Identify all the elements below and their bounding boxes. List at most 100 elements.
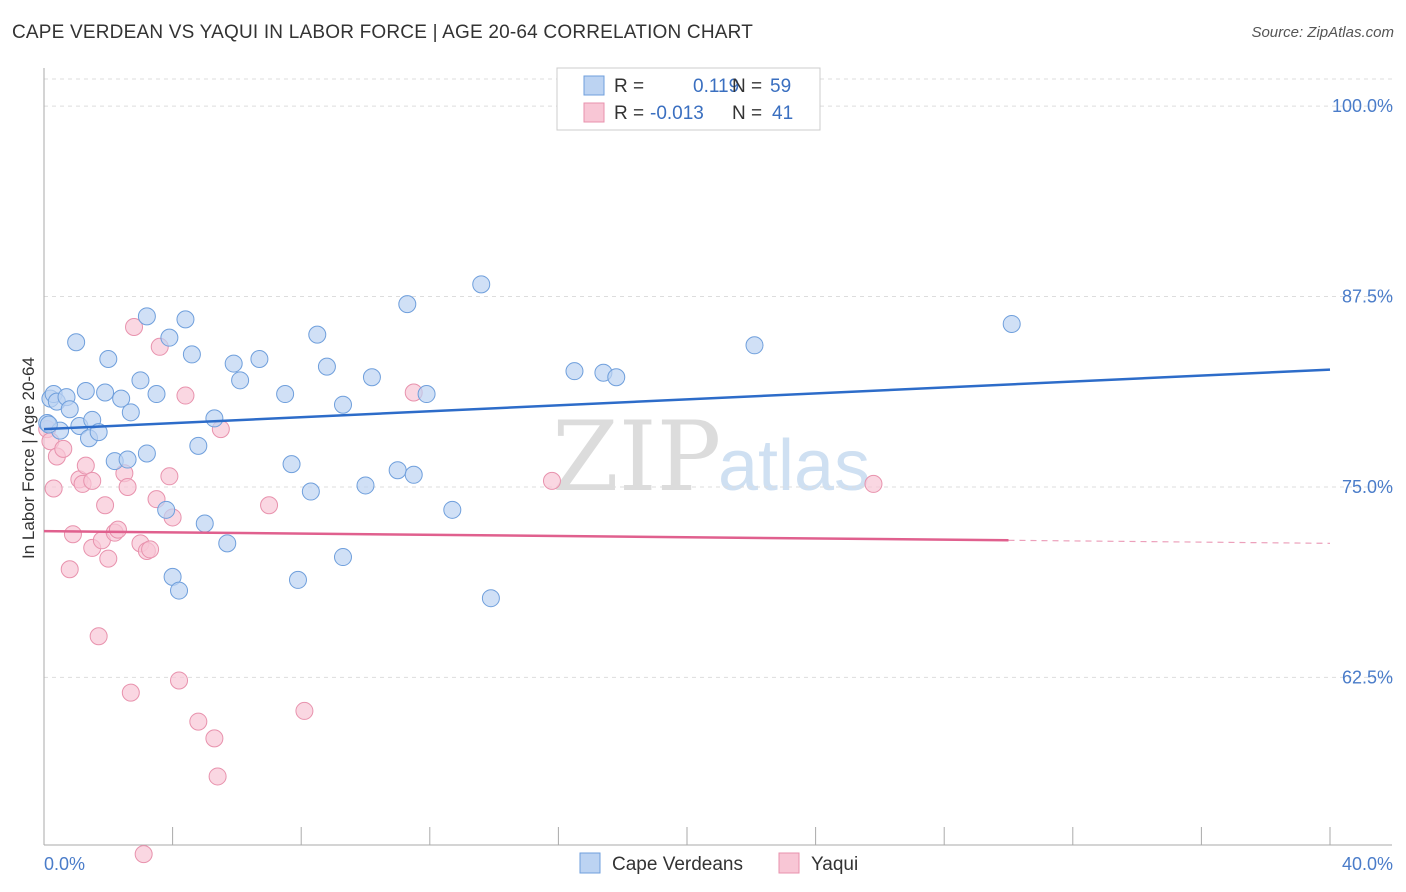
y-axis-label: In Labor Force | Age 20-64 bbox=[19, 357, 38, 559]
y-tick-label: 87.5% bbox=[1342, 287, 1393, 307]
yaqui-point bbox=[125, 318, 144, 336]
legend-r-value-2: -0.013 bbox=[650, 103, 704, 124]
legend-swatch-blue bbox=[583, 75, 605, 96]
yaqui-point bbox=[208, 767, 227, 786]
yaqui-point bbox=[60, 560, 79, 579]
axes bbox=[43, 68, 1392, 846]
y-tick-label: 100.0% bbox=[1332, 96, 1393, 116]
yaqui-point bbox=[83, 471, 102, 490]
cape-verdean-point bbox=[170, 581, 189, 600]
source-credit: Source: ZipAtlas.com bbox=[1251, 24, 1394, 41]
cape-verdean-point bbox=[112, 389, 131, 408]
yaqui-point bbox=[134, 845, 153, 864]
y-tick-labels: 62.5% 75.0% 87.5% 100.0% bbox=[1332, 96, 1393, 687]
cape-verdean-point bbox=[398, 295, 417, 314]
cape-verdean-point bbox=[205, 409, 224, 428]
cape-verdean-point bbox=[443, 500, 462, 519]
cape-verdean-point bbox=[472, 275, 491, 294]
cape-verdean-point bbox=[231, 371, 250, 390]
cape-verdean-point bbox=[333, 395, 352, 414]
cape-verdean-point bbox=[317, 357, 336, 376]
series-label-cape-verdeans: Cape Verdeans bbox=[612, 854, 743, 875]
yaqui-point bbox=[260, 496, 279, 515]
yaqui-point bbox=[99, 549, 118, 568]
yaqui-point bbox=[160, 467, 179, 486]
yaqui-trend-extension bbox=[1008, 539, 1331, 544]
watermark-zip: ZIP bbox=[552, 401, 721, 513]
yaqui-point bbox=[205, 729, 224, 748]
cape-verdean-point bbox=[60, 400, 79, 419]
series-label-yaqui: Yaqui bbox=[811, 854, 858, 875]
cape-verdean-point bbox=[76, 381, 95, 400]
cape-verdean-point bbox=[565, 362, 584, 381]
cape-verdean-point bbox=[333, 548, 352, 567]
series-legend: Cape Verdeans Yaqui bbox=[579, 852, 858, 875]
yaqui-point bbox=[96, 496, 115, 515]
cape-verdean-point bbox=[218, 534, 237, 553]
cape-verdean-point bbox=[160, 328, 179, 347]
cape-verdean-point bbox=[362, 368, 381, 387]
yaqui-points bbox=[38, 318, 883, 864]
y-tick-label: 62.5% bbox=[1342, 667, 1393, 687]
yaqui-point bbox=[44, 479, 63, 498]
cape-verdean-point bbox=[137, 307, 156, 326]
cape-verdean-point bbox=[99, 349, 118, 368]
cape-verdean-point bbox=[137, 444, 156, 463]
legend-n-value-2: 41 bbox=[772, 103, 793, 124]
yaqui-point bbox=[176, 386, 195, 405]
cape-verdean-point bbox=[157, 500, 176, 519]
cape-verdean-trend-line bbox=[43, 368, 1331, 431]
legend-swatch-pink bbox=[583, 102, 605, 123]
cape-verdean-point bbox=[276, 385, 295, 404]
yaqui-point bbox=[121, 683, 140, 702]
yaqui-point bbox=[542, 471, 561, 490]
series-swatch-yaqui bbox=[778, 852, 800, 874]
legend-r-value-1: 0.119 bbox=[693, 76, 739, 97]
yaqui-point bbox=[118, 477, 137, 496]
yaqui-point bbox=[76, 456, 95, 475]
yaqui-point bbox=[295, 701, 314, 720]
x-ticks bbox=[172, 827, 1331, 845]
legend-n-label-2: N = bbox=[732, 103, 762, 124]
cape-verdean-point bbox=[481, 589, 500, 608]
cape-verdean-point bbox=[356, 476, 375, 495]
cape-verdean-point bbox=[147, 385, 166, 404]
yaqui-point bbox=[63, 525, 82, 544]
yaqui-point bbox=[108, 520, 127, 539]
trend-lines bbox=[43, 368, 1331, 544]
yaqui-point bbox=[170, 671, 189, 690]
cape-verdean-point bbox=[282, 455, 301, 474]
x-tick-labels: 0.0% 40.0% bbox=[44, 854, 1393, 874]
yaqui-trend-line bbox=[43, 529, 1009, 542]
cape-verdean-point bbox=[189, 436, 208, 455]
cape-verdean-point bbox=[308, 325, 327, 344]
x-tick-label-max: 40.0% bbox=[1342, 854, 1393, 874]
cape-verdean-point bbox=[250, 349, 269, 368]
yaqui-point bbox=[54, 439, 73, 458]
legend-r-label-2: R = bbox=[614, 103, 644, 124]
watermark-atlas: atlas bbox=[718, 426, 870, 506]
legend-n-value-1: 59 bbox=[770, 76, 791, 97]
yaqui-point bbox=[864, 474, 883, 493]
cape-verdean-point bbox=[224, 354, 243, 373]
legend-n-label-1: N = bbox=[732, 76, 762, 97]
chart-title: CAPE VERDEAN VS YAQUI IN LABOR FORCE | A… bbox=[12, 22, 754, 43]
yaqui-point bbox=[141, 540, 160, 559]
series-swatch-cape-verdeans bbox=[579, 852, 601, 874]
y-tick-label: 75.0% bbox=[1342, 477, 1393, 497]
cape-verdean-point bbox=[607, 368, 626, 387]
cape-verdean-points bbox=[38, 275, 1021, 608]
cape-verdean-point bbox=[1002, 314, 1021, 333]
correlation-legend: R = 0.119 N = 59 R = -0.013 N = 41 bbox=[556, 67, 821, 131]
cape-verdean-point bbox=[417, 385, 436, 404]
cape-verdean-point bbox=[121, 403, 140, 422]
cape-verdean-point bbox=[388, 461, 407, 480]
yaqui-point bbox=[89, 627, 108, 646]
watermark: ZIP atlas bbox=[552, 401, 870, 513]
yaqui-point bbox=[189, 712, 208, 731]
cape-verdean-point bbox=[195, 514, 214, 533]
cape-verdean-point bbox=[301, 482, 320, 501]
cape-verdean-point bbox=[745, 336, 764, 355]
cape-verdean-point bbox=[288, 570, 307, 589]
